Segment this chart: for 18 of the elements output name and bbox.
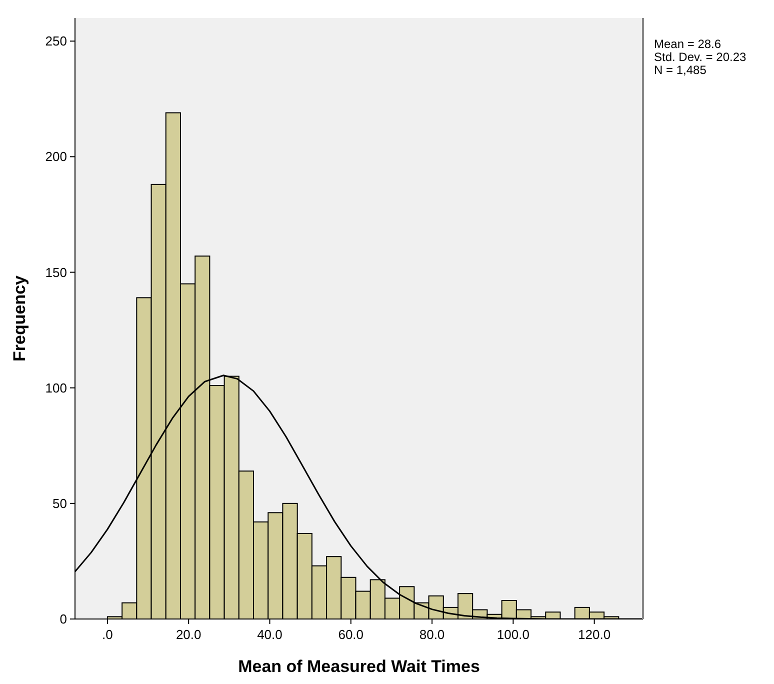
x-axis-title: Mean of Measured Wait Times bbox=[238, 657, 480, 676]
text: Std. Dev. = 20.23 bbox=[654, 50, 746, 64]
x-tick-label: 80.0 bbox=[419, 627, 445, 642]
y-tick-label: 150 bbox=[45, 264, 67, 280]
x-tick-label: 20.0 bbox=[176, 627, 202, 642]
x-tick-label: 40.0 bbox=[257, 627, 282, 642]
y-tick-label: 250 bbox=[45, 34, 67, 49]
text: N = 1,485 bbox=[654, 63, 707, 77]
y-axis-title: Frequency bbox=[10, 274, 29, 362]
y-tick-label: 50 bbox=[52, 496, 67, 511]
x-tick-label: 60.0 bbox=[338, 627, 364, 642]
x-tick-label: 100.0 bbox=[496, 627, 530, 642]
x-tick-label: .0 bbox=[102, 627, 113, 642]
y-tick-label: 100 bbox=[45, 380, 67, 396]
y-tick-label: 200 bbox=[45, 149, 67, 164]
x-tick-label: 120.0 bbox=[578, 627, 611, 642]
text: Mean = 28.6 bbox=[654, 37, 722, 51]
y-tick-label: 0 bbox=[60, 612, 67, 627]
